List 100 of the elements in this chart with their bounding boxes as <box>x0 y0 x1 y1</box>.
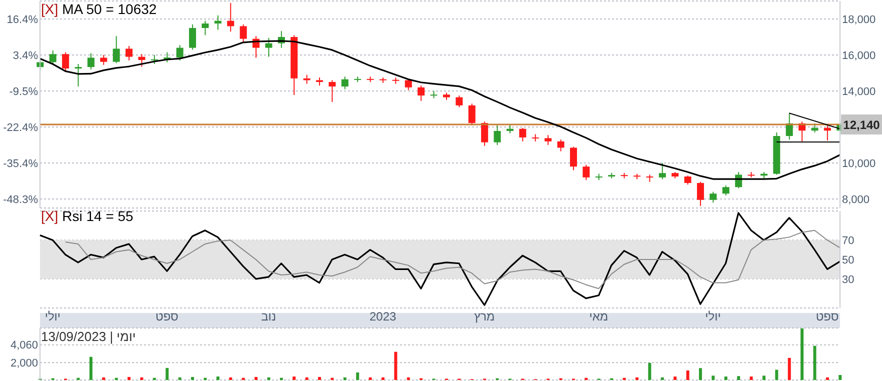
y-tick-label: 2,000 <box>10 358 38 370</box>
candlestick <box>456 95 463 108</box>
bar <box>762 376 766 380</box>
x-tick-label: מרץ <box>474 310 495 324</box>
annotation: יומי | 13/09/2023 <box>41 329 136 344</box>
y-tick-label: 50 <box>842 254 854 266</box>
bar <box>128 376 131 380</box>
bar <box>216 376 220 380</box>
candlestick <box>582 164 590 181</box>
text: MA 50 = 10632 <box>62 1 157 17</box>
x-tick-label: מאי <box>589 310 608 324</box>
candlestick <box>87 52 94 70</box>
candlestick <box>696 181 704 207</box>
candlestick <box>240 24 247 43</box>
x-tick-label: יולי <box>705 310 721 324</box>
x-tick-label: ספט <box>816 310 839 324</box>
x-tick-label: יולי <box>44 310 61 324</box>
annotation: [X] <box>41 1 58 17</box>
bar <box>305 377 308 380</box>
bar <box>166 368 169 380</box>
candlestick <box>126 46 133 61</box>
bar <box>724 376 728 380</box>
candlestick <box>328 80 336 102</box>
candlestick <box>494 124 501 146</box>
candlestick <box>418 85 425 102</box>
bar <box>394 352 398 380</box>
bar <box>229 377 232 380</box>
x-tick-label: נוב <box>261 310 276 324</box>
candlestick <box>519 127 526 142</box>
bar <box>254 376 258 380</box>
y-tick-label: 14,000 <box>842 86 876 98</box>
bar <box>102 377 106 380</box>
candlestick <box>176 44 184 61</box>
bar <box>89 356 92 380</box>
bar <box>406 377 410 380</box>
candlestick <box>557 139 564 152</box>
bar <box>712 376 715 380</box>
candlestick <box>214 14 222 30</box>
bar <box>267 377 270 380</box>
candlestick <box>202 20 209 36</box>
y2-tick-label: 16.4% <box>6 14 38 26</box>
bar <box>356 372 360 380</box>
annotation: [X] <box>41 208 58 224</box>
bar <box>318 376 322 380</box>
bar <box>140 377 144 380</box>
y2-tick-label: -35.4% <box>3 158 38 170</box>
bar <box>674 376 677 380</box>
y2-tick-label: -48.3% <box>3 194 38 206</box>
y-tick-label: 70 <box>842 235 854 248</box>
y-tick-label: 10,000 <box>842 158 876 170</box>
bar <box>178 377 182 380</box>
candlestick <box>468 103 476 126</box>
bar <box>191 376 194 380</box>
ref-line-label: 12,140 <box>843 118 880 132</box>
candlestick <box>646 174 654 182</box>
bar <box>648 362 652 380</box>
bar <box>292 376 296 380</box>
line-series <box>64 230 840 290</box>
x-tick-label: 2023 <box>370 310 397 324</box>
bar <box>838 374 842 380</box>
candlestick <box>544 134 552 146</box>
series-label: Rsi 14 = 55 <box>62 208 134 224</box>
bar <box>635 377 638 380</box>
candlestick <box>112 36 120 64</box>
bar <box>343 377 346 380</box>
candlestick <box>138 54 146 68</box>
y-tick-label: 8,000 <box>842 194 870 206</box>
candlestick <box>100 54 108 66</box>
x-tick-label: ספט <box>156 310 179 324</box>
candlestick <box>265 37 272 58</box>
bar <box>788 358 791 380</box>
y2-tick-label: 3.4% <box>12 50 38 62</box>
candlestick <box>532 134 539 142</box>
candlestick <box>341 76 348 90</box>
bar <box>737 376 740 380</box>
bar <box>826 377 829 380</box>
candlestick <box>710 191 717 204</box>
y-tick-label: 18,000 <box>842 14 876 26</box>
candlestick <box>658 162 666 180</box>
bar <box>775 370 778 380</box>
bar <box>813 346 816 380</box>
candlestick <box>824 124 831 141</box>
y2-tick-label: -22.4% <box>3 122 38 134</box>
bar <box>660 377 664 380</box>
y-tick-label: 16,000 <box>842 50 876 62</box>
y-tick-label: 30 <box>842 274 854 286</box>
candlestick <box>62 52 70 73</box>
candlestick <box>722 185 730 196</box>
y-tick-label: 4,060 <box>10 340 38 352</box>
candlestick <box>49 50 56 66</box>
candlestick <box>74 64 82 87</box>
candlestick <box>570 146 577 171</box>
bar <box>686 370 690 380</box>
bar <box>800 328 804 380</box>
bar <box>750 376 753 380</box>
candlestick <box>189 24 196 50</box>
bar <box>698 368 702 380</box>
bar <box>368 377 372 380</box>
candlestick <box>227 2 234 32</box>
bar <box>382 377 385 380</box>
